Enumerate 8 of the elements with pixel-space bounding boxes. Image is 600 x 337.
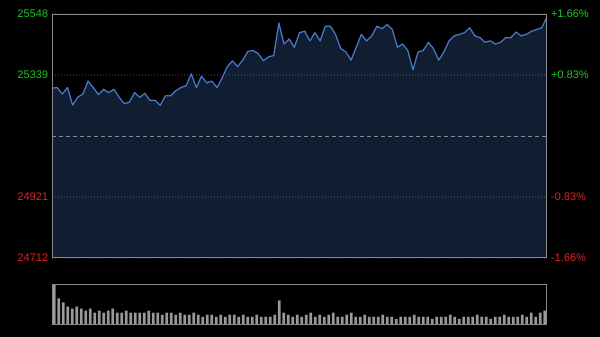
y2-tick-label: +1.66%: [551, 8, 589, 20]
y-tick-label: 25548: [17, 8, 48, 20]
y2-tick-label: -1.66%: [551, 252, 586, 264]
y-tick-label: 25339: [17, 69, 48, 82]
y-tick-label: 24712: [17, 252, 48, 264]
y2-tick-label: -0.83%: [551, 191, 586, 204]
y-tick-label: 24921: [17, 191, 48, 204]
y2-tick-label: +0.83%: [551, 69, 589, 82]
